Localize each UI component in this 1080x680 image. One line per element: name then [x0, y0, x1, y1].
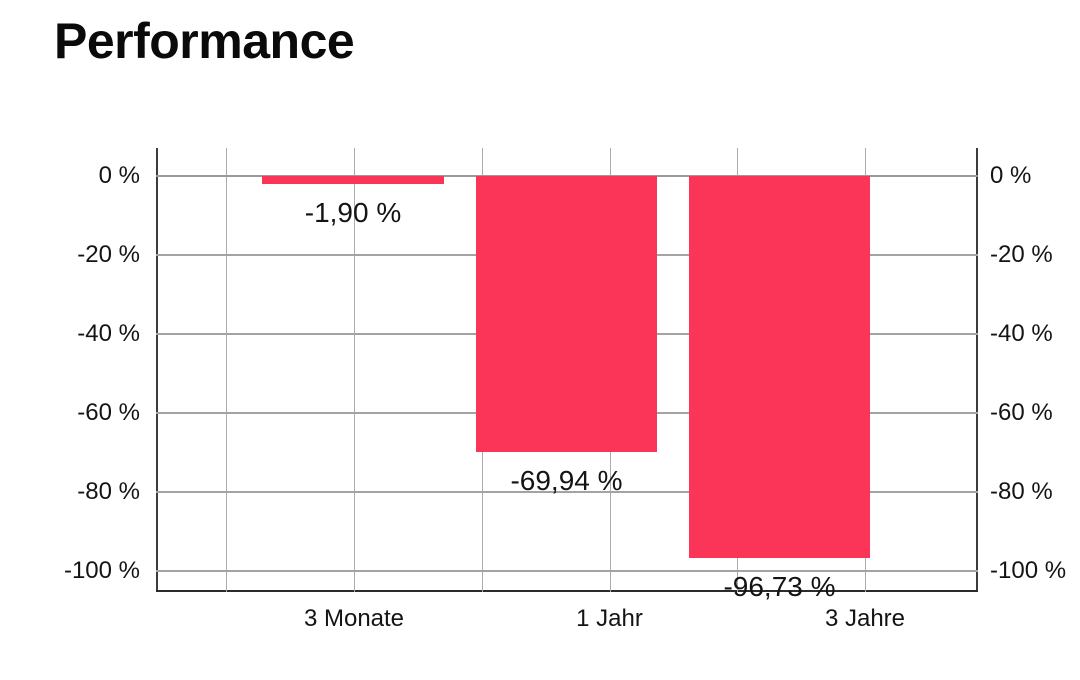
bar-value-label: -96,73 %	[723, 571, 836, 603]
y-tick-label-left: -40 %	[77, 320, 140, 347]
y-tick-label-left: -80 %	[77, 478, 140, 505]
y-tick-label-left: -100 %	[63, 557, 140, 584]
vertical-gridline	[354, 148, 356, 592]
bar-value-label: -1,90 %	[304, 196, 402, 228]
x-tick-label: 3 Monate	[303, 605, 405, 632]
horizontal-gridline	[156, 491, 978, 493]
y-tick-label-right: -40 %	[990, 320, 1053, 347]
y-tick-label-right: -100 %	[990, 557, 1067, 584]
page-title: Performance	[54, 13, 355, 69]
horizontal-gridline	[156, 570, 978, 572]
y-axis-line-left	[156, 148, 158, 592]
y-tick-label-left: -60 %	[77, 399, 140, 426]
x-axis-line	[156, 589, 978, 592]
bar-3	[689, 176, 870, 559]
horizontal-gridline	[156, 174, 978, 178]
bar-value-label: -69,94 %	[510, 465, 623, 497]
bar-2	[476, 176, 657, 453]
y-axis-line-right	[976, 148, 978, 592]
y-tick-label-left: -20 %	[77, 241, 140, 268]
y-tick-label-right: -60 %	[990, 399, 1053, 426]
x-tick-label: 1 Jahr	[576, 605, 643, 632]
plot-area: -1,90 % -69,94 % -96,73 %	[156, 148, 978, 602]
vertical-gridline	[226, 148, 228, 592]
y-tick-label-left: 0 %	[98, 162, 140, 189]
x-tick-label: 3 Jahre	[824, 605, 906, 632]
y-tick-label-right: 0 %	[990, 162, 1032, 189]
y-tick-label-right: -20 %	[990, 241, 1053, 268]
y-tick-label-right: -80 %	[990, 478, 1053, 505]
bar-1	[262, 176, 444, 184]
